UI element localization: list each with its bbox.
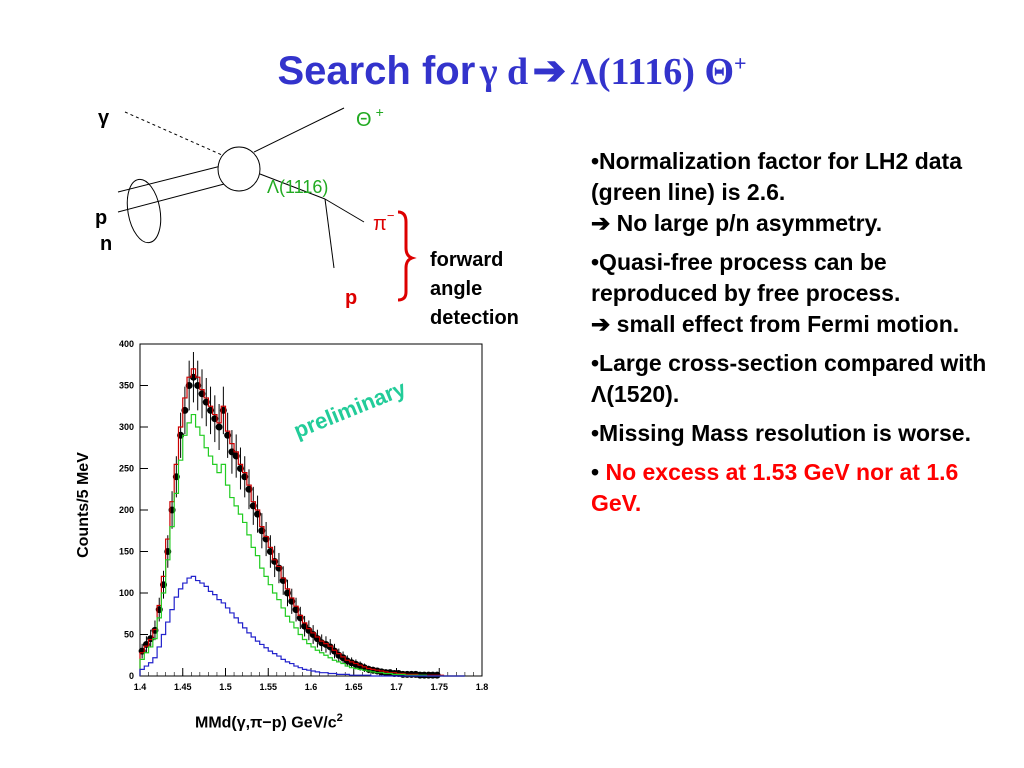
y-tick-label: 200 (119, 505, 134, 515)
deuteron-line-upper (117, 164, 226, 193)
y-tick-label: 0 (129, 671, 134, 681)
x-tick-label: 1.45 (174, 682, 192, 692)
p-label: p (95, 207, 107, 229)
forward-detection-label: forward angle detection (430, 246, 519, 333)
forward-line-2: angle (430, 278, 483, 300)
title-prefix: Search for (277, 49, 476, 93)
pi-line (324, 198, 365, 223)
gamma-beam-line (124, 111, 223, 156)
deuteron-ellipse (126, 178, 162, 244)
bullet-item: •Normalization factor for LH2 data (gree… (591, 148, 962, 236)
missing-mass-histogram: 1.4 1.45 1.5 1.55 1.6 1.65 1.7 1.75 1.8 0 50 100 150… (119, 339, 489, 692)
histogram-blue (139, 575, 465, 677)
x-tick-label: 1.5 (219, 682, 232, 692)
n-label: n (100, 233, 112, 255)
y-tick-label: 300 (119, 422, 134, 432)
bullet-list: •Normalization factor for LH2 data (gree… (591, 146, 991, 527)
lambda-label: Λ(1116) (267, 177, 328, 197)
theta-line (253, 107, 345, 153)
x-tick-label: 1.6 (305, 682, 318, 692)
x-tick-label: 1.8 (476, 682, 489, 692)
y-tick-label: 350 (119, 381, 134, 391)
histogram-green (139, 413, 465, 677)
vertex-circle (217, 146, 261, 192)
lambda-line (259, 173, 326, 200)
bullet-item: •Missing Mass resolution is worse. (591, 420, 971, 446)
forward-line-1: forward (430, 249, 504, 271)
title-formula: γ d (479, 51, 529, 93)
slide-title: Search for γ d ➔ Λ(1116) Θ+ (0, 48, 1024, 94)
title-lambda: Λ(1116) Θ+ (570, 50, 747, 93)
x-axis-label: MMd(γ,π−p) GeV/c2 (195, 712, 343, 732)
bullet-item: •Large cross-section compared with Λ(152… (591, 350, 987, 407)
forward-line-3: detection (430, 307, 519, 329)
deuteron-line-lower (117, 182, 229, 213)
bullet-item-highlight: • No excess at 1.53 GeV nor at 1.6 GeV. (591, 459, 959, 516)
x-tick-label: 1.4 (134, 682, 147, 692)
x-tick-label: 1.7 (390, 682, 403, 692)
y-tick-label: 400 (119, 339, 134, 349)
theta-label: Θ + (356, 104, 384, 131)
brace-icon (397, 210, 417, 302)
p-out-label: p (345, 287, 357, 309)
pi-label: π− (373, 208, 394, 235)
x-tick-label: 1.75 (430, 682, 448, 692)
gamma-label: γ (98, 107, 110, 129)
plot-frame (139, 343, 483, 677)
reaction-diagram: γ p n Θ + Λ(1116) π− p (95, 104, 417, 309)
x-tick-label: 1.55 (259, 682, 277, 692)
bullet-item: •Quasi-free process can be reproduced by… (591, 249, 960, 337)
histogram-red (139, 368, 465, 677)
p-line (324, 198, 335, 269)
data-point (215, 423, 223, 431)
y-tick-label: 150 (119, 547, 134, 557)
x-tick-label: 1.65 (345, 682, 363, 692)
y-tick-label: 250 (119, 464, 134, 474)
y-tick-label: 100 (119, 588, 134, 598)
y-tick-label: 50 (124, 630, 134, 640)
arrow-icon: ➔ (532, 49, 567, 93)
